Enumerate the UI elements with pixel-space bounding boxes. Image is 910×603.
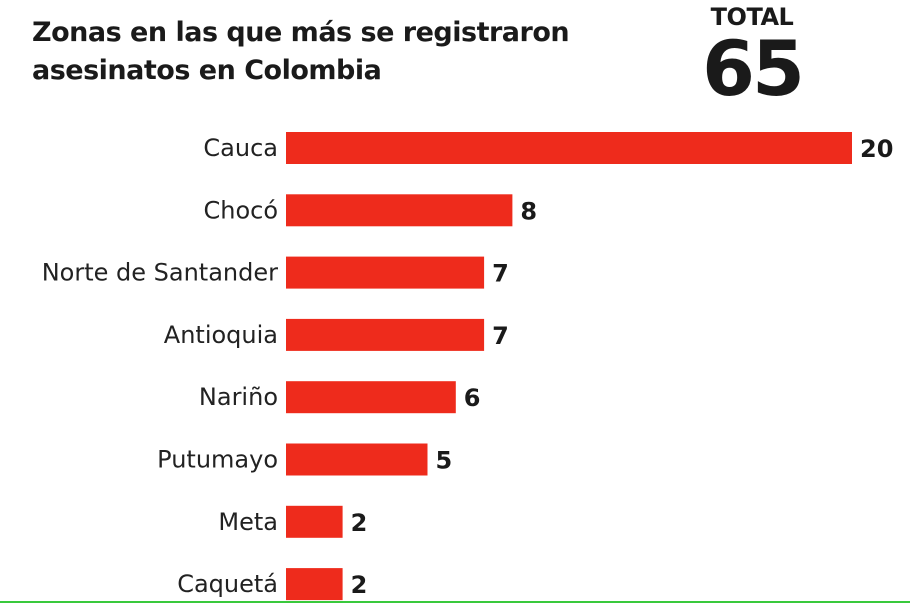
total-value: 65 [702,24,805,113]
category-label: Antioquia [164,321,278,349]
total-label: TOTAL [710,3,794,31]
value-label: 8 [520,197,537,225]
bottom-divider [0,601,910,603]
bar [286,194,513,227]
bar [286,381,456,414]
bar [286,505,343,538]
total-box: TOTAL 65 [690,2,814,113]
bar [286,132,852,164]
value-label: 7 [492,260,509,288]
chart-title: Zonas en las que más se registraron ases… [32,17,570,86]
value-label: 20 [860,135,893,163]
value-label: 5 [436,447,453,475]
category-label: Caquetá [177,570,278,598]
category-label: Norte de Santander [42,259,278,287]
value-label: 2 [351,571,368,599]
category-label: Putumayo [157,446,278,474]
category-label: Cauca [203,134,278,162]
bar [286,443,428,476]
category-label: Meta [218,508,278,536]
bar [286,568,343,601]
bar [286,256,485,289]
category-label: Nariño [199,383,278,411]
category-label: Chocó [203,196,278,224]
bar [286,318,485,351]
value-label: 2 [351,509,368,537]
value-label: 6 [464,384,481,412]
value-label: 7 [492,322,509,350]
